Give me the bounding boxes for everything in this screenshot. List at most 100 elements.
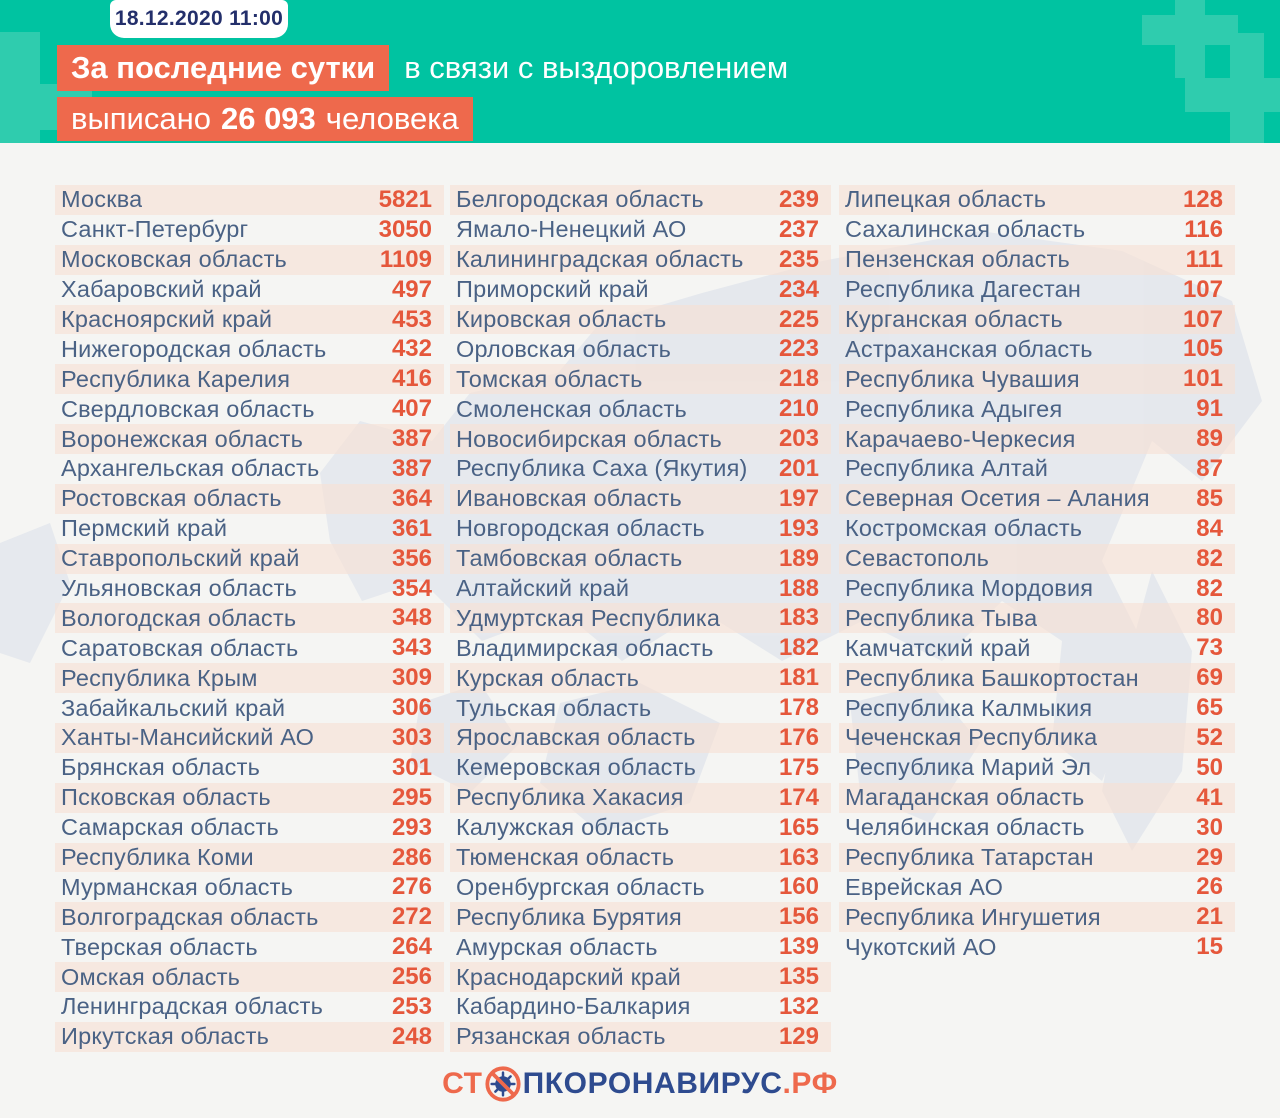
region-name: Пензенская область — [845, 246, 1070, 273]
region-name: Рязанская область — [456, 1023, 666, 1050]
region-value: 15 — [1196, 933, 1223, 961]
region-row: Новгородская область 193 — [450, 514, 831, 544]
region-name: Хабаровский край — [61, 276, 262, 303]
region-row: Республика Адыгея 91 — [839, 394, 1235, 424]
region-row: Свердловская область 407 — [55, 394, 444, 424]
region-row: Республика Карелия 416 — [55, 364, 444, 395]
region-name: Смоленская область — [456, 395, 687, 422]
region-row: Тюменская область 163 — [450, 842, 831, 873]
region-name: Республика Мордовия — [845, 575, 1094, 602]
region-value: 301 — [391, 753, 432, 781]
title-line-1: За последние сутки в связи с выздоровлен… — [57, 45, 788, 91]
region-name: Нижегородская область — [61, 335, 327, 362]
region-value: 256 — [391, 963, 432, 991]
region-column-3: Липецкая область 128 Сахалинская область 11… — [839, 185, 1235, 1052]
region-value: 239 — [778, 185, 819, 213]
region-row: Кемеровская область 175 — [450, 753, 831, 783]
region-value: 21 — [1196, 903, 1223, 931]
region-name: Республика Дагестан — [845, 276, 1082, 303]
region-value: 181 — [778, 664, 819, 692]
region-row: Республика Тыва 80 — [839, 603, 1235, 634]
region-value: 432 — [391, 335, 432, 363]
region-value: 276 — [391, 873, 432, 901]
region-value: 165 — [778, 813, 819, 841]
region-value: 225 — [778, 305, 819, 333]
region-row: Республика Марий Эл 50 — [839, 753, 1235, 783]
region-name: Ханты-Мансийский АО — [61, 724, 315, 751]
region-row: Республика Татарстан 29 — [839, 842, 1235, 873]
region-row: Волгоградская область 272 — [55, 902, 444, 933]
region-name: Калининградская область — [456, 246, 744, 273]
region-row: Москва 5821 — [55, 185, 444, 215]
region-name: Курганская область — [845, 306, 1063, 332]
region-value: 5821 — [378, 185, 432, 213]
region-row: Псковская область 295 — [55, 782, 444, 813]
region-value: 29 — [1196, 843, 1223, 871]
region-row: Республика Хакасия 174 — [450, 782, 831, 813]
region-name: Приморский край — [456, 276, 649, 303]
region-row: Ямало-Ненецкий АО 237 — [450, 215, 831, 245]
region-value: 183 — [778, 604, 819, 632]
region-row: Иркутская область 248 — [55, 1021, 444, 1052]
region-row: Пензенская область 111 — [839, 244, 1235, 275]
region-name: Архангельская область — [61, 455, 320, 482]
region-value: 41 — [1196, 783, 1223, 811]
region-name: Карачаево-Черкесия — [845, 425, 1076, 452]
region-name: Ярославская область — [456, 724, 696, 751]
region-row: Оренбургская область 160 — [450, 872, 831, 902]
no-virus-icon — [485, 1066, 521, 1102]
region-name: Сахалинская область — [845, 216, 1086, 243]
region-value: 89 — [1196, 425, 1223, 453]
region-value: 129 — [778, 1022, 819, 1050]
region-row: Самарская область 293 — [55, 813, 444, 843]
region-name: Кировская область — [456, 306, 667, 332]
region-row: Республика Башкортостан 69 — [839, 663, 1235, 694]
region-value: 52 — [1196, 723, 1223, 751]
region-value: 107 — [1182, 275, 1223, 303]
region-value: 128 — [1182, 185, 1223, 213]
region-value: 203 — [778, 425, 819, 453]
region-name: Самарская область — [61, 814, 279, 841]
region-name: Еврейская АО — [845, 873, 1004, 900]
region-value: 248 — [391, 1022, 432, 1050]
region-name: Чеченская Республика — [845, 724, 1098, 751]
region-name: Москва — [61, 186, 143, 213]
region-name: Астраханская область — [845, 335, 1093, 362]
region-value: 356 — [391, 544, 432, 572]
region-name: Новосибирская область — [456, 425, 722, 452]
region-row: Курская область 181 — [450, 663, 831, 694]
region-name: Республика Крым — [61, 664, 258, 691]
region-value: 364 — [391, 484, 432, 512]
region-row: Республика Алтай 87 — [839, 454, 1235, 484]
region-name: Новгородская область — [456, 515, 705, 542]
region-value: 237 — [778, 215, 819, 243]
region-value: 348 — [391, 604, 432, 632]
region-name: Белгородская область — [456, 186, 704, 213]
region-name: Республика Адыгея — [845, 395, 1063, 422]
region-row: Магаданская область 41 — [839, 782, 1235, 813]
people-label: человека — [325, 101, 459, 136]
region-row: Республика Мордовия 82 — [839, 574, 1235, 604]
region-name: Томская область — [456, 365, 643, 392]
region-value: 343 — [391, 634, 432, 662]
logo-text-rf: .РФ — [782, 1067, 838, 1100]
region-name: Алтайский край — [456, 575, 630, 602]
region-name: Ямало-Ненецкий АО — [456, 216, 687, 243]
region-row: Санкт-Петербург 3050 — [55, 215, 444, 245]
region-name: Челябинская область — [845, 814, 1085, 841]
region-value: 387 — [391, 454, 432, 482]
region-name: Свердловская область — [61, 395, 315, 422]
region-value: 3050 — [378, 215, 432, 243]
plus-icon — [1185, 33, 1280, 143]
title-line-2: выписано 26 093 человека — [57, 97, 473, 141]
region-name: Республика Карелия — [61, 365, 291, 392]
region-name: Удмуртская Республика — [456, 604, 721, 631]
region-value: 101 — [1182, 365, 1223, 393]
regions-table: Москва 5821 Санкт-Петербург 3050 Московская … — [55, 185, 1235, 1052]
region-name: Кабардино-Балкария — [456, 993, 691, 1020]
region-row: Нижегородская область 432 — [55, 334, 444, 364]
region-row: Республика Калмыкия 65 — [839, 693, 1235, 723]
region-name: Мурманская область — [61, 873, 294, 900]
region-row: Брянская область 301 — [55, 753, 444, 783]
region-row: Еврейская АО 26 — [839, 872, 1235, 902]
